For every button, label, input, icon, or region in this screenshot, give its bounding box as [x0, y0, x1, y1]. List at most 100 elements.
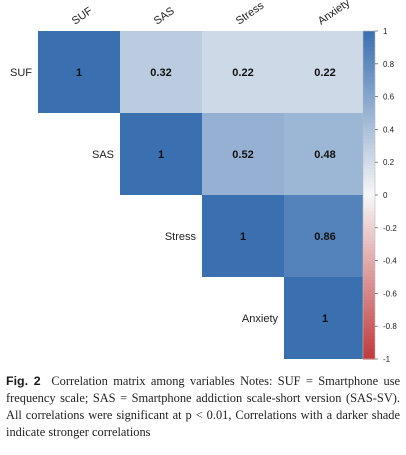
colorbar-tick-label: 1 — [383, 27, 388, 36]
cell-value-suf-sas: 0.32 — [150, 67, 171, 79]
colorbar-segment — [363, 113, 375, 117]
colorbar-segment — [363, 76, 375, 81]
colorbar-segment — [363, 257, 375, 262]
colorbar-segment — [363, 273, 375, 278]
colorbar-segment — [363, 329, 375, 334]
colorbar-segment — [363, 168, 375, 173]
colorbar-segment — [363, 139, 375, 144]
cell-value-sas-stress: 0.52 — [232, 149, 253, 161]
colorbar-segment — [363, 47, 375, 52]
colorbar-segment — [363, 316, 375, 321]
cell-stress-anxiety — [284, 195, 366, 277]
colorbar-segment — [363, 106, 375, 111]
figure-caption: Fig. 2 Correlation matrix among variable… — [6, 373, 400, 441]
colorbar-segment — [363, 303, 375, 308]
colorbar-segment — [363, 142, 375, 147]
colorbar-segment — [363, 119, 375, 124]
colorbar-segment — [363, 254, 375, 258]
colorbar-segment — [363, 34, 375, 39]
colorbar-segment — [363, 267, 375, 272]
colorbar-segment — [363, 73, 375, 78]
colorbar-segment — [363, 109, 375, 114]
colorbar-segment — [363, 162, 375, 167]
colorbar-segment — [363, 280, 375, 285]
colorbar-segment — [363, 326, 375, 331]
colorbar-segment — [363, 50, 375, 55]
colorbar-segment — [363, 57, 375, 62]
colorbar-segment — [363, 322, 375, 327]
cell-suf-stress — [202, 31, 284, 113]
colorbar-tick-label: 0.8 — [383, 60, 395, 69]
colorbar-segment — [363, 244, 375, 249]
cell-value-sas-sas: 1 — [158, 149, 164, 161]
cell-sas-anxiety — [284, 113, 366, 195]
cell-suf-suf — [38, 31, 120, 113]
cell-value-sas-anxiety: 0.48 — [314, 149, 335, 161]
colorbar-segment — [363, 93, 375, 98]
colorbar-segment — [363, 80, 375, 85]
colorbar-tick-label: -0.4 — [383, 257, 397, 266]
row-label-sas: SAS — [92, 149, 114, 161]
colorbar-segment — [363, 247, 375, 252]
colorbar-segment — [363, 191, 375, 196]
colorbar-segment — [363, 339, 375, 344]
colorbar-segment — [363, 227, 375, 232]
colorbar-segment — [363, 90, 375, 94]
cell-sas-sas — [120, 113, 202, 195]
cell-suf-anxiety — [284, 31, 366, 113]
colorbar-segment — [363, 152, 375, 157]
colorbar-segment — [363, 37, 375, 42]
correlation-chart: SUF SAS Stress Anxiety 1 0.32 0.22 0.22 1 0.52 0.4… — [10, 0, 397, 364]
colorbar-segment — [363, 63, 375, 68]
colorbar-segment — [363, 313, 375, 317]
colorbar-segment — [363, 270, 375, 275]
colorbar-segment — [363, 296, 375, 301]
colorbar-tick-label: 0.4 — [383, 125, 395, 134]
colorbar-segment — [363, 83, 375, 88]
cell-sas-stress — [202, 113, 284, 195]
row-label-stress: Stress — [165, 231, 197, 243]
colorbar-segment — [363, 116, 375, 121]
colorbar-segment — [363, 240, 375, 245]
colorbar-segment — [363, 214, 375, 219]
colorbar-segment — [363, 60, 375, 65]
colorbar-tick-label: 0.2 — [383, 158, 395, 167]
colorbar-segment — [363, 126, 375, 130]
correlation-matrix-svg: SUF SAS Stress Anxiety 1 0.32 0.22 0.22 1 0.52 0.4… — [10, 0, 397, 364]
colorbar-segment — [363, 319, 375, 324]
colorbar-segment — [363, 175, 375, 180]
colorbar-segment — [363, 290, 375, 294]
colorbar-segment — [363, 44, 375, 48]
caption-label: Fig. 2 — [6, 374, 41, 388]
column-label-stress: Stress — [234, 0, 267, 27]
column-label-sas: SAS — [152, 5, 177, 27]
colorbar-segment — [363, 204, 375, 209]
cell-value-anxiety-anxiety: 1 — [322, 313, 328, 325]
colorbar-segment — [363, 129, 375, 134]
colorbar-tick-label: -0.6 — [383, 289, 397, 298]
colorbar-segment — [363, 165, 375, 170]
colorbar-segment — [363, 103, 375, 108]
colorbar-segment — [363, 185, 375, 190]
colorbar-segment — [363, 86, 375, 91]
cell-value-suf-suf: 1 — [76, 67, 82, 79]
colorbar-segment — [363, 224, 375, 229]
cell-value-suf-anxiety: 0.22 — [314, 67, 335, 79]
colorbar-segment — [363, 342, 375, 347]
column-label-suf: SUF — [70, 5, 95, 28]
row-label-suf: SUF — [10, 67, 32, 79]
colorbar-segment — [363, 352, 375, 357]
cell-anxiety-anxiety — [284, 277, 366, 359]
colorbar-segment — [363, 237, 375, 242]
colorbar-segment — [363, 309, 375, 314]
colorbar-segment — [363, 263, 375, 268]
colorbar-tick-label: -0.8 — [383, 322, 397, 331]
colorbar-segment — [363, 145, 375, 150]
colorbar-segment — [363, 132, 375, 137]
colorbar-segment — [363, 349, 375, 354]
colorbar-segment — [363, 201, 375, 206]
colorbar-segment — [363, 149, 375, 153]
cell-stress-stress — [202, 195, 284, 277]
cell-value-stress-stress: 1 — [240, 231, 246, 243]
colorbar-segment — [363, 122, 375, 127]
